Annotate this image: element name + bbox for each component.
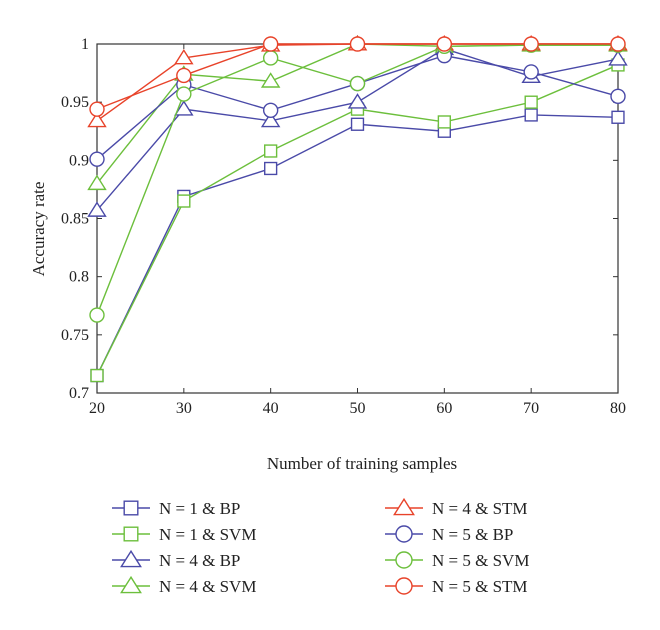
y-tick-label: 0.85 xyxy=(61,211,89,228)
data-point xyxy=(176,67,192,84)
data-point xyxy=(523,36,539,52)
data-point xyxy=(177,194,191,208)
data-point xyxy=(350,117,365,131)
data-point xyxy=(349,75,366,92)
legend-item: N = 5 & SVM xyxy=(385,551,529,570)
legend-label: N = 4 & STM xyxy=(432,499,528,518)
x-tick-label: 40 xyxy=(263,400,279,417)
data-point xyxy=(262,102,279,119)
legend-label: N = 5 & BP xyxy=(432,525,513,544)
chart-legend: N = 1 & BP N = 1 & SVM N = 4 & BP N = 4 & S… xyxy=(112,497,529,596)
legend-marker xyxy=(123,526,139,542)
data-point xyxy=(174,100,194,116)
legend-marker xyxy=(395,551,413,569)
x-axis-label: Number of training samples xyxy=(267,454,457,473)
data-point xyxy=(89,101,105,117)
x-tick-label: 70 xyxy=(523,400,539,417)
x-tick-label: 80 xyxy=(610,400,626,417)
legend-marker xyxy=(395,577,413,595)
legend-item: N = 1 & SVM xyxy=(112,525,256,544)
legend-marker xyxy=(120,549,142,568)
y-tick-label: 0.75 xyxy=(61,327,89,344)
x-tick-label: 60 xyxy=(436,400,452,417)
data-point xyxy=(87,111,107,128)
legend-label: N = 1 & BP xyxy=(159,499,240,518)
legend-item: N = 5 & STM xyxy=(385,577,528,596)
legend-marker xyxy=(393,497,415,516)
data-point xyxy=(262,50,279,66)
data-point xyxy=(608,50,628,66)
legend-item: N = 4 & STM xyxy=(385,497,528,518)
y-axis-label: Accuracy rate xyxy=(29,182,48,277)
data-point xyxy=(262,36,279,52)
data-point xyxy=(349,36,366,52)
series-7 xyxy=(89,36,626,117)
data-point xyxy=(260,72,281,88)
data-point xyxy=(436,36,453,52)
data-point xyxy=(89,307,105,323)
legend-label: N = 4 & BP xyxy=(159,551,240,570)
data-point xyxy=(89,151,105,167)
data-point xyxy=(264,144,278,158)
x-tick-label: 50 xyxy=(350,400,366,417)
plot-axes: 20 30 40 50 60 70 80 0.7 0.75 0.8 0.85 0.9 0.95 1 xyxy=(61,36,626,417)
legend-item: N = 5 & BP xyxy=(385,525,513,544)
legend-item: N = 1 & BP xyxy=(112,499,240,518)
y-tick-label: 1 xyxy=(81,36,89,53)
data-point xyxy=(611,110,625,124)
data-point xyxy=(610,36,626,52)
data-point xyxy=(176,86,192,102)
data-point xyxy=(174,48,194,65)
data-point xyxy=(264,161,278,176)
x-tick-label: 30 xyxy=(176,400,192,417)
legend-item: N = 4 & BP xyxy=(112,549,240,570)
series-line xyxy=(96,114,619,376)
legend-label: N = 5 & SVM xyxy=(432,551,529,570)
y-tick-label: 0.7 xyxy=(69,385,89,402)
data-point xyxy=(610,88,626,105)
series-layer xyxy=(87,34,628,383)
data-point xyxy=(87,174,107,191)
y-tick-label: 0.8 xyxy=(69,269,89,286)
data-point xyxy=(524,108,538,122)
data-point xyxy=(90,368,104,383)
legend-label: N = 5 & STM xyxy=(432,577,528,596)
legend-label: N = 1 & SVM xyxy=(159,525,256,544)
legend-marker xyxy=(395,525,413,543)
legend-item: N = 4 & SVM xyxy=(112,575,256,596)
legend-marker xyxy=(123,500,139,516)
y-tick-label: 0.95 xyxy=(61,94,89,111)
data-point xyxy=(87,201,107,217)
legend-marker xyxy=(120,575,142,594)
data-point xyxy=(524,95,538,109)
series-0 xyxy=(90,108,625,383)
y-tick-label: 0.9 xyxy=(69,152,89,169)
legend-label: N = 4 & SVM xyxy=(159,577,256,596)
data-point xyxy=(260,111,281,128)
x-tick-label: 20 xyxy=(89,400,105,417)
data-point xyxy=(437,115,451,129)
data-point xyxy=(523,64,539,80)
data-point xyxy=(347,93,368,109)
